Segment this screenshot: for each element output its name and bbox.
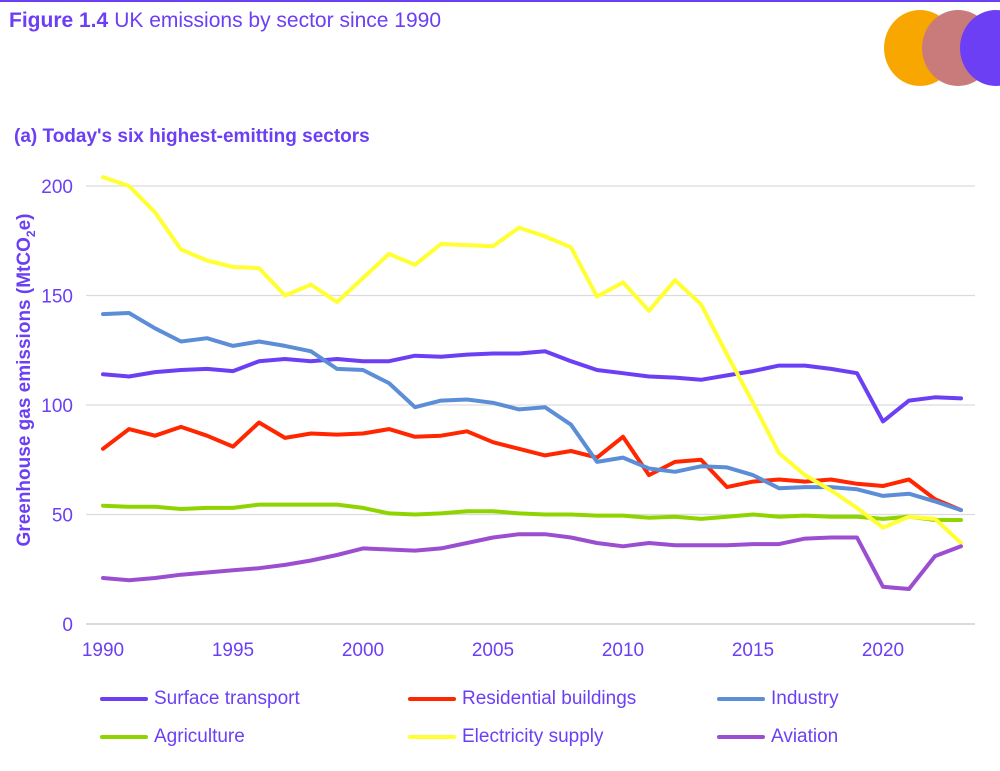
legend-label: Agriculture xyxy=(154,726,245,747)
legend-label: Electricity supply xyxy=(462,726,604,747)
legend-swatch xyxy=(717,735,765,739)
legend-swatch xyxy=(717,697,765,701)
x-tick-label: 2000 xyxy=(342,640,384,661)
x-tick-label: 2005 xyxy=(472,640,514,661)
y-tick-label: 50 xyxy=(52,506,73,527)
top-rule xyxy=(0,0,1000,2)
legend-label: Surface transport xyxy=(154,688,300,709)
figure-title-text: UK emissions by sector since 1990 xyxy=(114,9,442,32)
legend-swatch xyxy=(408,697,456,701)
legend-label: Residential buildings xyxy=(462,688,637,709)
y-tick-label: 100 xyxy=(41,396,73,417)
y-tick-label: 150 xyxy=(41,287,73,308)
legend-item-industry: Industry xyxy=(717,684,839,714)
legend-item-residential-buildings: Residential buildings xyxy=(408,684,636,714)
series-line-residential-buildings xyxy=(101,420,963,513)
chart-subtitle: (a) Today's six highest-emitting sectors xyxy=(14,126,370,147)
x-tick-label: 1990 xyxy=(82,640,124,661)
series-line-industry xyxy=(101,311,963,513)
legend-item-surface-transport: Surface transport xyxy=(100,684,300,714)
series-line-surface-transport xyxy=(101,349,963,424)
legend-swatch xyxy=(100,697,148,701)
x-tick-label: 1995 xyxy=(212,640,254,661)
x-tick-label: 2015 xyxy=(732,640,774,661)
series-line-aviation xyxy=(101,532,963,591)
x-tick-label: 2010 xyxy=(602,640,644,661)
series-line-electricity-supply xyxy=(101,175,963,545)
legend-label: Aviation xyxy=(771,726,839,747)
series-line-agriculture xyxy=(101,502,963,522)
y-tick-label: 200 xyxy=(41,177,73,198)
legend-swatch xyxy=(408,735,456,739)
legend-item-electricity-supply: Electricity supply xyxy=(408,722,604,752)
legend-swatch xyxy=(100,735,148,739)
figure-title: Figure 1.4 UK emissions by sector since 1… xyxy=(9,9,441,33)
figure-number: Figure 1.4 xyxy=(9,9,109,32)
legend-item-agriculture: Agriculture xyxy=(100,722,245,752)
x-tick-label: 2020 xyxy=(862,640,904,661)
logo-circle-purple xyxy=(960,10,1000,86)
legend-item-aviation: Aviation xyxy=(717,722,838,752)
y-tick-label: 0 xyxy=(62,615,73,636)
three-circles-logo xyxy=(884,10,1000,86)
legend-label: Industry xyxy=(771,688,839,709)
